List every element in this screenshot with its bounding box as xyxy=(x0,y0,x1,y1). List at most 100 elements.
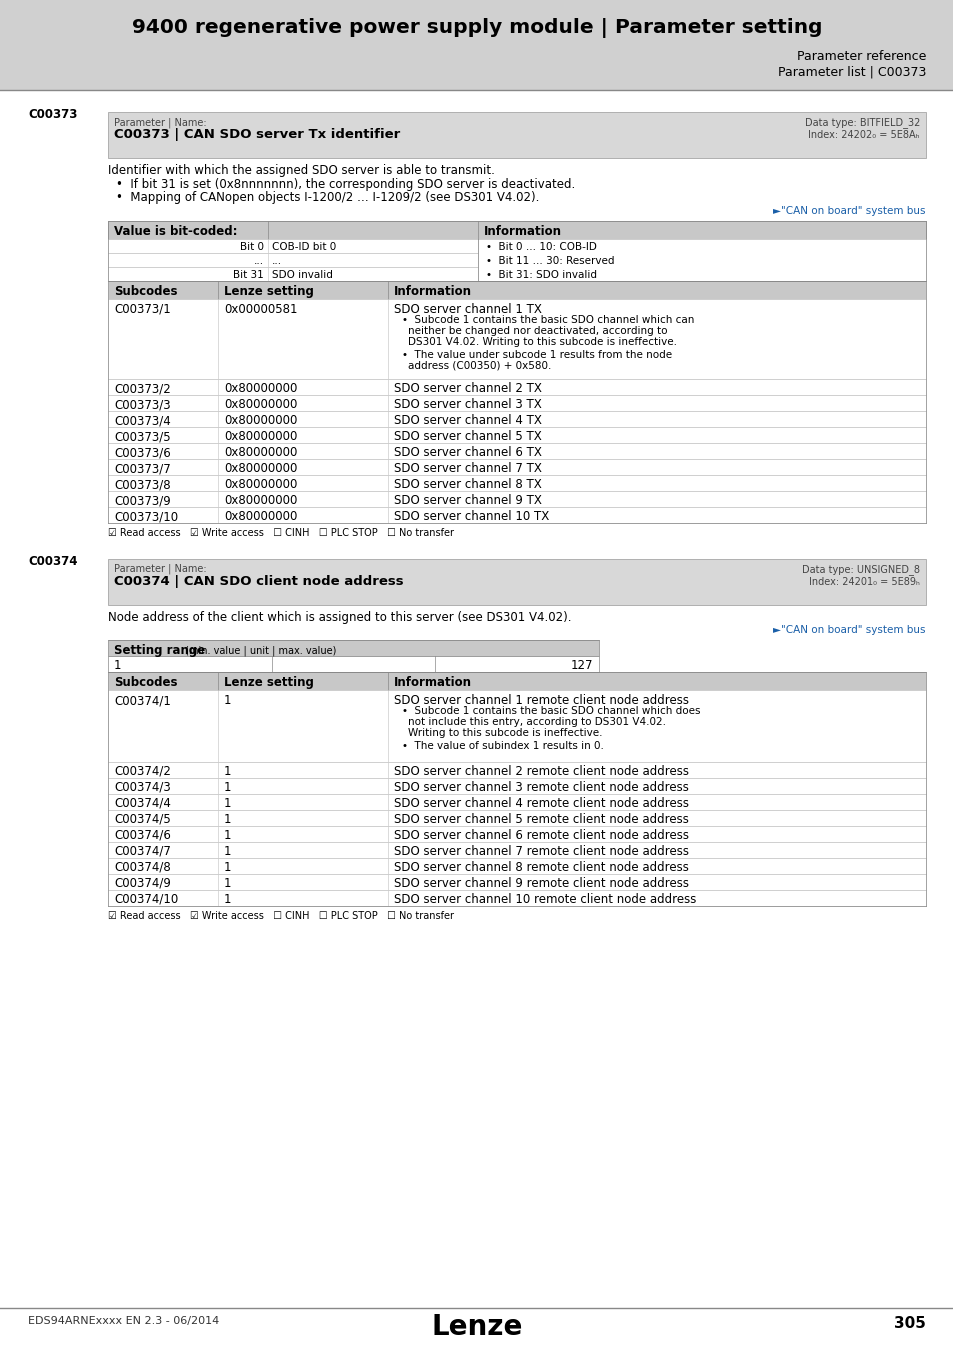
Text: Lenze setting: Lenze setting xyxy=(224,285,314,298)
Text: Information: Information xyxy=(394,676,472,688)
Text: C00373/2: C00373/2 xyxy=(113,382,171,396)
Text: Writing to this subcode is ineffective.: Writing to this subcode is ineffective. xyxy=(408,728,602,738)
Text: •  The value under subcode 1 results from the node: • The value under subcode 1 results from… xyxy=(401,350,672,360)
Text: SDO server channel 7 TX: SDO server channel 7 TX xyxy=(394,462,541,475)
Text: •  Subcode 1 contains the basic SDO channel which can: • Subcode 1 contains the basic SDO chann… xyxy=(401,315,694,325)
Text: not include this entry, according to DS301 V4.02.: not include this entry, according to DS3… xyxy=(408,717,665,728)
Bar xyxy=(108,459,925,475)
Text: SDO invalid: SDO invalid xyxy=(272,270,333,279)
Text: SDO server channel 6 remote client node address: SDO server channel 6 remote client node … xyxy=(394,829,688,842)
Bar xyxy=(108,221,925,239)
Text: C00373: C00373 xyxy=(28,108,77,122)
Bar xyxy=(108,640,598,656)
Text: C00373/7: C00373/7 xyxy=(113,462,171,475)
Bar xyxy=(108,410,925,427)
Text: 1: 1 xyxy=(224,878,232,890)
Text: SDO server channel 10 TX: SDO server channel 10 TX xyxy=(394,510,549,522)
Text: C00373/6: C00373/6 xyxy=(113,446,171,459)
Text: 0x80000000: 0x80000000 xyxy=(224,494,297,508)
Text: 0x80000000: 0x80000000 xyxy=(224,414,297,427)
Text: Parameter | Name:: Parameter | Name: xyxy=(113,117,207,127)
Text: neither be changed nor deactivated, according to: neither be changed nor deactivated, acco… xyxy=(408,325,667,336)
Text: C00374 | CAN SDO client node address: C00374 | CAN SDO client node address xyxy=(113,575,403,589)
Text: 9400 regenerative power supply module | Parameter setting: 9400 regenerative power supply module | … xyxy=(132,18,821,38)
Bar xyxy=(108,379,925,396)
Bar xyxy=(0,0,953,90)
Text: 1: 1 xyxy=(224,765,232,778)
Bar xyxy=(108,761,925,778)
Text: 0x80000000: 0x80000000 xyxy=(224,446,297,459)
Bar xyxy=(108,842,925,859)
Text: Identifier with which the assigned SDO server is able to transmit.: Identifier with which the assigned SDO s… xyxy=(108,163,495,177)
Text: 1: 1 xyxy=(113,659,121,672)
Bar xyxy=(108,690,925,761)
Text: Bit 31: Bit 31 xyxy=(233,270,264,279)
Text: Parameter reference: Parameter reference xyxy=(796,50,925,63)
Text: 1: 1 xyxy=(224,813,232,826)
Text: 0x00000581: 0x00000581 xyxy=(224,302,297,316)
Text: ►"CAN on board" system bus: ►"CAN on board" system bus xyxy=(773,207,925,216)
Text: C00373/9: C00373/9 xyxy=(113,494,171,508)
Text: •  Bit 31: SDO invalid: • Bit 31: SDO invalid xyxy=(485,270,597,279)
Text: C00374/2: C00374/2 xyxy=(113,765,171,778)
Text: C00374/9: C00374/9 xyxy=(113,878,171,890)
Text: SDO server channel 2 remote client node address: SDO server channel 2 remote client node … xyxy=(394,765,688,778)
Text: 1: 1 xyxy=(224,694,232,707)
Bar xyxy=(108,112,925,158)
Text: C00374/10: C00374/10 xyxy=(113,892,178,906)
Text: C00373/10: C00373/10 xyxy=(113,510,178,522)
Bar xyxy=(108,656,598,672)
Text: 0x80000000: 0x80000000 xyxy=(224,510,297,522)
Text: 0x80000000: 0x80000000 xyxy=(224,462,297,475)
Text: Information: Information xyxy=(483,225,561,238)
Text: EDS94ARNExxxx EN 2.3 - 06/2014: EDS94ARNExxxx EN 2.3 - 06/2014 xyxy=(28,1316,219,1326)
Bar xyxy=(108,239,477,252)
Text: SDO server channel 2 TX: SDO server channel 2 TX xyxy=(394,382,541,396)
Bar xyxy=(108,859,925,873)
Text: 0x80000000: 0x80000000 xyxy=(224,382,297,396)
Text: 305: 305 xyxy=(893,1316,925,1331)
Text: SDO server channel 5 TX: SDO server channel 5 TX xyxy=(394,431,541,443)
Bar xyxy=(108,298,925,379)
Text: Subcodes: Subcodes xyxy=(113,285,177,298)
Text: 0x80000000: 0x80000000 xyxy=(224,398,297,410)
Text: SDO server channel 7 remote client node address: SDO server channel 7 remote client node … xyxy=(394,845,688,859)
Text: C00373/3: C00373/3 xyxy=(113,398,171,410)
Text: 0x80000000: 0x80000000 xyxy=(224,478,297,491)
Text: •  Mapping of CANopen objects I-1200/2 … I-1209/2 (see DS301 V4.02).: • Mapping of CANopen objects I-1200/2 … … xyxy=(116,190,538,204)
Text: SDO server channel 10 remote client node address: SDO server channel 10 remote client node… xyxy=(394,892,696,906)
Bar xyxy=(108,491,925,508)
Text: C00374/6: C00374/6 xyxy=(113,829,171,842)
Text: SDO server channel 8 TX: SDO server channel 8 TX xyxy=(394,478,541,491)
Text: 127: 127 xyxy=(570,659,592,672)
Text: C00373/8: C00373/8 xyxy=(113,478,171,491)
Text: Value is bit-coded:: Value is bit-coded: xyxy=(113,225,237,238)
Text: Parameter | Name:: Parameter | Name: xyxy=(113,564,207,575)
Text: 1: 1 xyxy=(224,861,232,873)
Bar xyxy=(108,427,925,443)
Bar xyxy=(108,443,925,459)
Text: Lenze setting: Lenze setting xyxy=(224,676,314,688)
Text: Parameter list | C00373: Parameter list | C00373 xyxy=(777,66,925,80)
Text: SDO server channel 1 TX: SDO server channel 1 TX xyxy=(394,302,541,316)
Text: C00374/3: C00374/3 xyxy=(113,782,171,794)
Text: ☑ Read access   ☑ Write access   ☐ CINH   ☐ PLC STOP   ☐ No transfer: ☑ Read access ☑ Write access ☐ CINH ☐ PL… xyxy=(108,911,454,921)
Text: Lenze: Lenze xyxy=(431,1314,522,1341)
Text: SDO server channel 9 remote client node address: SDO server channel 9 remote client node … xyxy=(394,878,688,890)
Text: 1: 1 xyxy=(224,829,232,842)
Text: C00374: C00374 xyxy=(28,555,77,568)
Bar xyxy=(108,508,925,522)
Text: ►"CAN on board" system bus: ►"CAN on board" system bus xyxy=(773,625,925,634)
Text: 1: 1 xyxy=(224,796,232,810)
Bar xyxy=(108,475,925,491)
Text: (min. value | unit | max. value): (min. value | unit | max. value) xyxy=(182,645,336,656)
Text: address (C00350) + 0x580.: address (C00350) + 0x580. xyxy=(408,360,551,371)
Text: C00373/4: C00373/4 xyxy=(113,414,171,427)
Text: Data type: UNSIGNED_8: Data type: UNSIGNED_8 xyxy=(801,564,919,575)
Text: SDO server channel 4 TX: SDO server channel 4 TX xyxy=(394,414,541,427)
Text: DS301 V4.02. Writing to this subcode is ineffective.: DS301 V4.02. Writing to this subcode is … xyxy=(408,338,677,347)
Text: C00374/8: C00374/8 xyxy=(113,861,171,873)
Bar xyxy=(108,826,925,842)
Text: Bit 0: Bit 0 xyxy=(240,242,264,252)
Text: SDO server channel 3 remote client node address: SDO server channel 3 remote client node … xyxy=(394,782,688,794)
